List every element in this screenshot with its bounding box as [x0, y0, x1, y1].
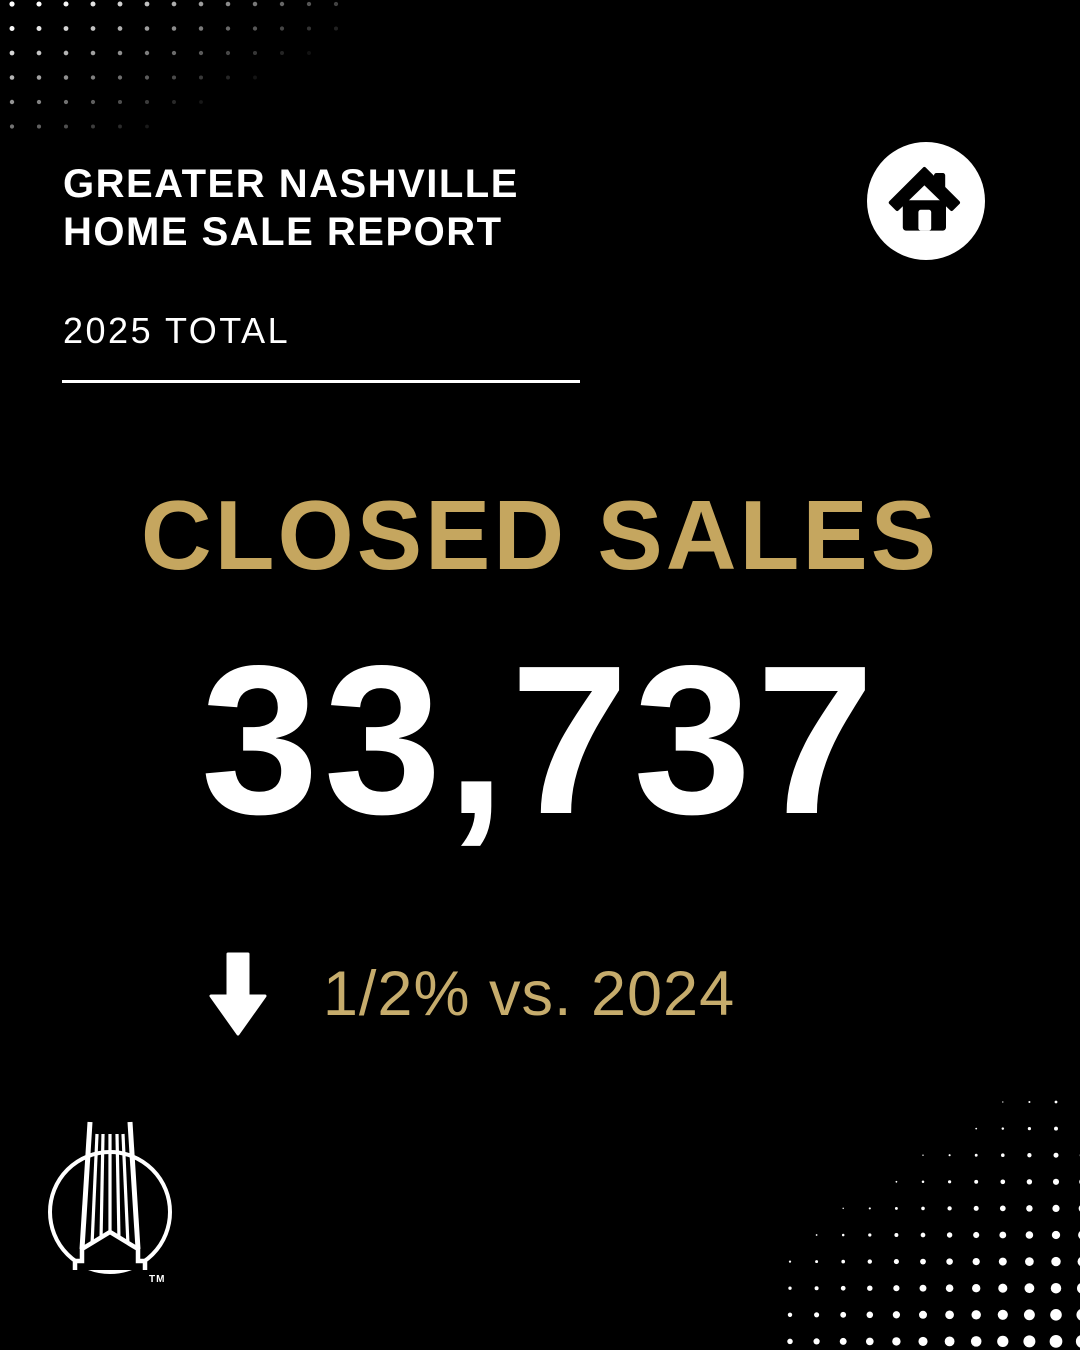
- report-period-label: 2025 TOTAL: [63, 310, 291, 351]
- home-badge: [867, 142, 985, 260]
- home-icon: [888, 167, 960, 231]
- trademark-label: TM: [149, 1274, 165, 1285]
- change-text: 1/2% vs. 2024: [322, 959, 736, 1029]
- arrow-down-icon: [209, 952, 267, 1036]
- metric-label: CLOSED SALES: [140, 480, 940, 590]
- report-title-line-1: GREATER NASHVILLE: [63, 162, 519, 206]
- brand-logo: TM: [48, 1121, 172, 1285]
- dot-grid-top-left: [9, 1, 339, 129]
- report-title: GREATER NASHVILLE HOME SALE REPORT: [63, 160, 519, 256]
- metric-value: 33,737: [200, 621, 880, 858]
- report-title-line-2: HOME SALE REPORT: [63, 210, 503, 254]
- change-indicator: 1/2% vs. 2024: [0, 952, 1012, 1036]
- divider-line: [62, 380, 580, 383]
- dot-grid-bottom-right: [787, 1100, 1080, 1348]
